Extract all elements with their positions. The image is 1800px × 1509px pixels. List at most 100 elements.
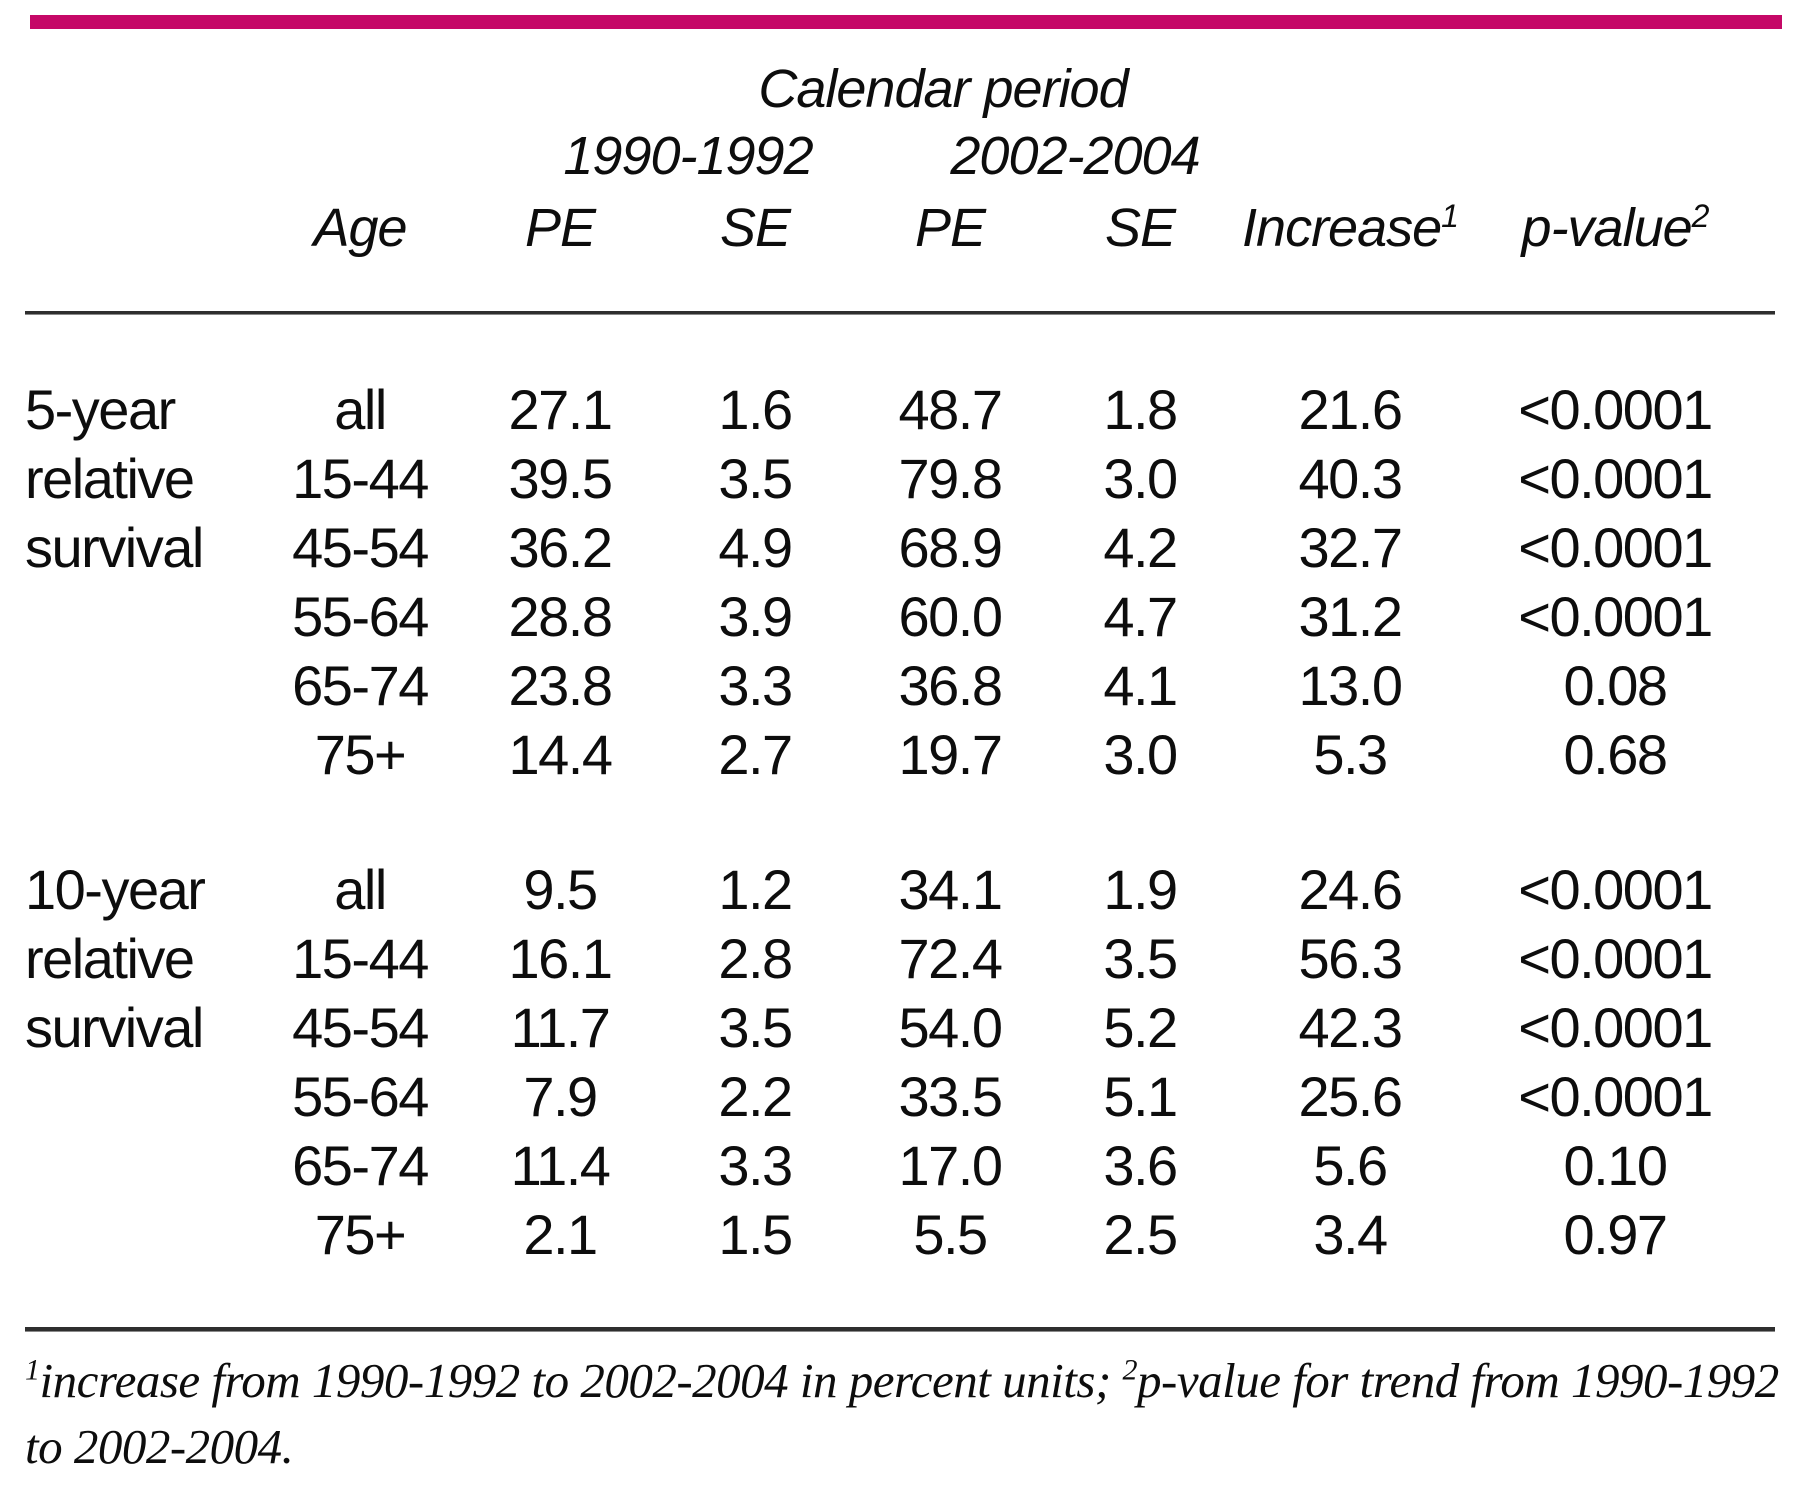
pe-2002-cell: 68.9	[898, 516, 1004, 579]
pvalue-cell: <0.0001	[1518, 927, 1713, 990]
table-row: survival 45-54 11.7 3.5 54.0 5.2 42.3 <0.0001	[0, 993, 1800, 1062]
table-column-headers: Age PE SE PE SE Increase1 p-value2	[0, 195, 1800, 261]
pe-1990-cell: 2.1	[523, 1203, 598, 1266]
row-group-label: relative	[25, 447, 195, 510]
se-1990-cell: 3.5	[718, 447, 793, 510]
pe-1990-cell: 23.8	[508, 654, 614, 717]
pe-2002-cell: 17.0	[898, 1134, 1004, 1197]
row-group-label: 5-year	[25, 378, 176, 441]
pe-2002-cell: 19.7	[898, 723, 1004, 786]
se-1990-cell: 3.5	[718, 996, 793, 1059]
se-1990-cell: 4.9	[718, 516, 793, 579]
pe-1990-cell: 16.1	[508, 927, 614, 990]
increase-cell: 25.6	[1298, 1065, 1404, 1128]
table-header-title-row: Calendar period	[0, 55, 1800, 123]
footnote-text-2: p-value for trend from 1990-1992 to 2002…	[25, 1353, 1779, 1474]
table-row: 10-year all 9.5 1.2 34.1 1.9 24.6 <0.0001	[0, 855, 1800, 924]
se-1990-cell: 2.7	[718, 723, 793, 786]
se-2002-cell: 5.2	[1103, 996, 1178, 1059]
age-cell: 55-64	[292, 585, 429, 648]
pe-1990-cell: 9.5	[523, 858, 598, 921]
table-row: relative 15-44 16.1 2.8 72.4 3.5 56.3 <0.0001	[0, 924, 1800, 993]
pe-1990-cell: 36.2	[508, 516, 614, 579]
increase-cell: 56.3	[1298, 927, 1404, 990]
footnote-marker-2: 2	[1122, 1353, 1138, 1387]
pe-2002-cell: 5.5	[913, 1203, 988, 1266]
footer-divider-rule	[25, 1327, 1775, 1332]
pvalue-cell: 0.68	[1563, 723, 1669, 786]
pvalue-label: p-value	[1521, 198, 1693, 258]
age-cell: 75+	[314, 723, 407, 786]
table-row: 55-64 28.8 3.9 60.0 4.7 31.2 <0.0001	[0, 582, 1800, 651]
age-cell: 15-44	[292, 927, 429, 990]
pvalue-cell: <0.0001	[1518, 447, 1713, 510]
pe-1990-cell: 11.7	[510, 996, 611, 1059]
table-row: relative 15-44 39.5 3.5 79.8 3.0 40.3 <0.0001	[0, 444, 1800, 513]
se-2002-cell: 4.2	[1103, 516, 1178, 579]
increase-cell: 3.4	[1313, 1203, 1388, 1266]
se-2002-cell: 1.8	[1103, 378, 1178, 441]
pvalue-cell: <0.0001	[1518, 858, 1713, 921]
footnote-text-1: increase from 1990-1992 to 2002-2004 in …	[39, 1353, 1123, 1408]
pe-2002-cell: 48.7	[898, 378, 1004, 441]
row-group-label	[25, 720, 255, 789]
se-2002-cell: 2.5	[1103, 1203, 1178, 1266]
age-cell: 15-44	[292, 447, 429, 510]
increase-cell: 13.0	[1298, 654, 1404, 717]
se-2002-cell: 3.5	[1103, 927, 1178, 990]
se-1990-cell: 1.2	[718, 858, 793, 921]
age-cell: 75+	[314, 1203, 407, 1266]
pe-2002-cell: 60.0	[898, 585, 1004, 648]
increase-cell: 24.6	[1298, 858, 1404, 921]
increase-cell: 21.6	[1298, 378, 1404, 441]
column-header-se-2002: SE	[1104, 198, 1176, 258]
age-cell: 45-54	[292, 996, 429, 1059]
pe-2002-cell: 33.5	[898, 1065, 1004, 1128]
se-1990-cell: 3.3	[718, 654, 793, 717]
increase-cell: 32.7	[1298, 516, 1404, 579]
pe-2002-cell: 54.0	[898, 996, 1004, 1059]
pvalue-cell: <0.0001	[1518, 585, 1713, 648]
se-2002-cell: 1.9	[1103, 858, 1178, 921]
pvalue-cell: 0.10	[1563, 1134, 1669, 1197]
row-group-label	[25, 1062, 255, 1131]
se-1990-cell: 2.2	[718, 1065, 793, 1128]
se-2002-cell: 3.6	[1103, 1134, 1178, 1197]
row-group-label	[25, 1131, 255, 1200]
age-cell: 65-74	[292, 654, 429, 717]
age-cell: 55-64	[292, 1065, 429, 1128]
pe-1990-cell: 11.4	[510, 1134, 611, 1197]
survival-table: Calendar period 1990-1992 2002-2004 Age …	[0, 29, 1800, 1480]
pvalue-cell: 0.97	[1563, 1203, 1669, 1266]
age-cell: all	[334, 858, 387, 921]
table-row: survival 45-54 36.2 4.9 68.9 4.2 32.7 <0.0001	[0, 513, 1800, 582]
row-group-label	[25, 1200, 255, 1269]
table-row: 75+ 2.1 1.5 5.5 2.5 3.4 0.97	[0, 1200, 1800, 1269]
pvalue-cell: <0.0001	[1518, 516, 1713, 579]
pe-1990-cell: 39.5	[508, 447, 614, 510]
row-group-label: survival	[25, 996, 204, 1059]
period-2002-2004-label: 2002-2004	[950, 126, 1200, 186]
pe-2002-cell: 36.8	[898, 654, 1004, 717]
se-2002-cell: 4.7	[1103, 585, 1178, 648]
age-cell: 45-54	[292, 516, 429, 579]
row-group-label: relative	[25, 927, 195, 990]
table-row: 75+ 14.4 2.7 19.7 3.0 5.3 0.68	[0, 720, 1800, 789]
column-header-pe-1990: PE	[524, 198, 596, 258]
table-footnote: 1increase from 1990-1992 to 2002-2004 in…	[25, 1348, 1780, 1480]
age-cell: all	[334, 378, 387, 441]
column-header-increase: Increase1	[1235, 195, 1465, 261]
section-10-year-relative-survival: 10-year all 9.5 1.2 34.1 1.9 24.6 <0.0001 relati…	[0, 855, 1800, 1269]
pvalue-footnote-marker: 2	[1691, 198, 1710, 234]
table-header-period-row: 1990-1992 2002-2004	[0, 125, 1800, 187]
pe-1990-cell: 28.8	[508, 585, 614, 648]
table-title: Calendar period	[758, 59, 1128, 119]
column-header-pvalue: p-value2	[1465, 195, 1765, 261]
pvalue-cell: 0.08	[1563, 654, 1669, 717]
pvalue-cell: <0.0001	[1518, 996, 1713, 1059]
column-header-age: Age	[313, 198, 407, 258]
se-2002-cell: 5.1	[1103, 1065, 1178, 1128]
top-accent-bar	[30, 15, 1782, 29]
period-1990-1992-label: 1990-1992	[563, 126, 813, 186]
